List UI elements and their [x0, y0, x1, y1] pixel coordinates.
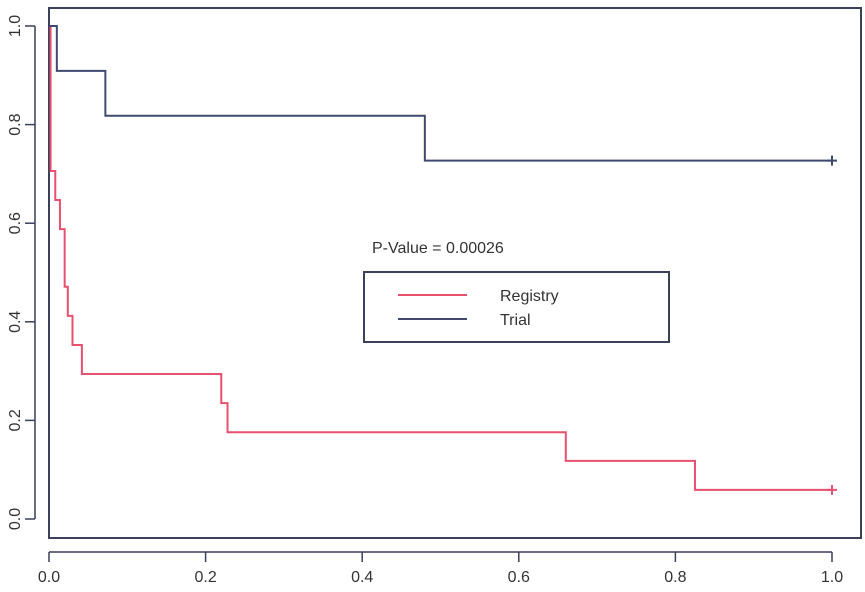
legend: Registry Trial — [363, 271, 670, 343]
legend-label-trial: Trial — [500, 312, 531, 329]
y-tick-label: 0.0 — [7, 508, 24, 530]
y-tick-label: 0.8 — [7, 113, 24, 135]
y-tick-label: 1.0 — [7, 15, 24, 37]
series-layer — [49, 25, 837, 495]
x-tick-label: 0.2 — [194, 569, 216, 586]
x-tick-label: 0.8 — [664, 569, 686, 586]
axes: 0.0 0.2 0.4 0.6 0.8 1.0 0.0 0.2 0.4 0.6 0.8 1.0 — [7, 15, 843, 586]
legend-label-registry: Registry — [500, 288, 559, 305]
y-tick-label: 0.6 — [7, 212, 24, 234]
series-line-trial — [49, 25, 832, 162]
legend-box — [363, 271, 670, 343]
x-tick-label: 0.4 — [351, 569, 373, 586]
p-value-annotation: P-Value = 0.00026 — [372, 240, 504, 257]
x-tick-label: 0.0 — [38, 569, 60, 586]
censor-mark — [827, 484, 837, 495]
y-tick-label: 0.4 — [7, 311, 24, 333]
plot-frame — [48, 7, 862, 539]
y-tick-label: 0.2 — [7, 409, 24, 431]
x-tick-label: 1.0 — [821, 569, 843, 586]
series-line-registry — [49, 25, 832, 491]
x-tick-label: 0.6 — [508, 569, 530, 586]
censor-mark — [827, 155, 837, 166]
